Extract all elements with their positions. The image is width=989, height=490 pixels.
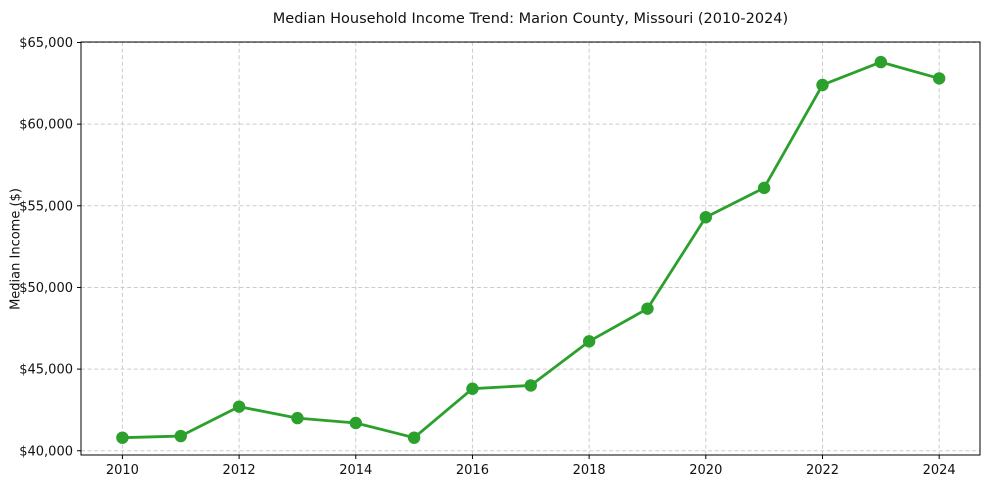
y-tick-label: $50,000	[19, 281, 73, 296]
data-point-2014	[349, 416, 362, 430]
data-point-2015	[407, 431, 421, 444]
x-tick-label: 2016	[456, 463, 489, 478]
plot-border	[80, 41, 981, 456]
y-tick-label: $60,000	[19, 118, 73, 133]
data-point-2012	[232, 400, 246, 413]
data-point-2021	[757, 181, 771, 195]
data-point-2016	[466, 382, 479, 395]
data-point-2017	[524, 379, 537, 392]
y-tick-label: $55,000	[19, 199, 73, 214]
data-point-2019	[641, 302, 654, 315]
data-point-2024	[932, 72, 946, 85]
x-tick-label: 2020	[689, 463, 722, 478]
data-point-2010	[116, 431, 129, 444]
x-tick-label: 2018	[573, 463, 606, 478]
chart-title: Median Household Income Trend: Marion Co…	[272, 11, 789, 27]
x-tick-label: 2012	[223, 463, 256, 478]
y-tick-label: $45,000	[19, 363, 73, 378]
y-tick-label: $40,000	[19, 444, 73, 459]
x-tick-label: 2014	[339, 463, 372, 478]
data-point-2023	[874, 55, 888, 69]
data-point-2020	[699, 211, 713, 224]
x-tick-label: 2010	[106, 463, 139, 478]
x-tick-label: 2022	[806, 463, 839, 478]
data-point-2011	[174, 429, 187, 443]
data-point-2013	[291, 411, 304, 425]
x-tick-label: 2024	[923, 463, 956, 478]
data-point-2022	[816, 78, 829, 92]
data-point-2018	[582, 335, 596, 348]
y-tick-label: $65,000	[19, 36, 73, 51]
